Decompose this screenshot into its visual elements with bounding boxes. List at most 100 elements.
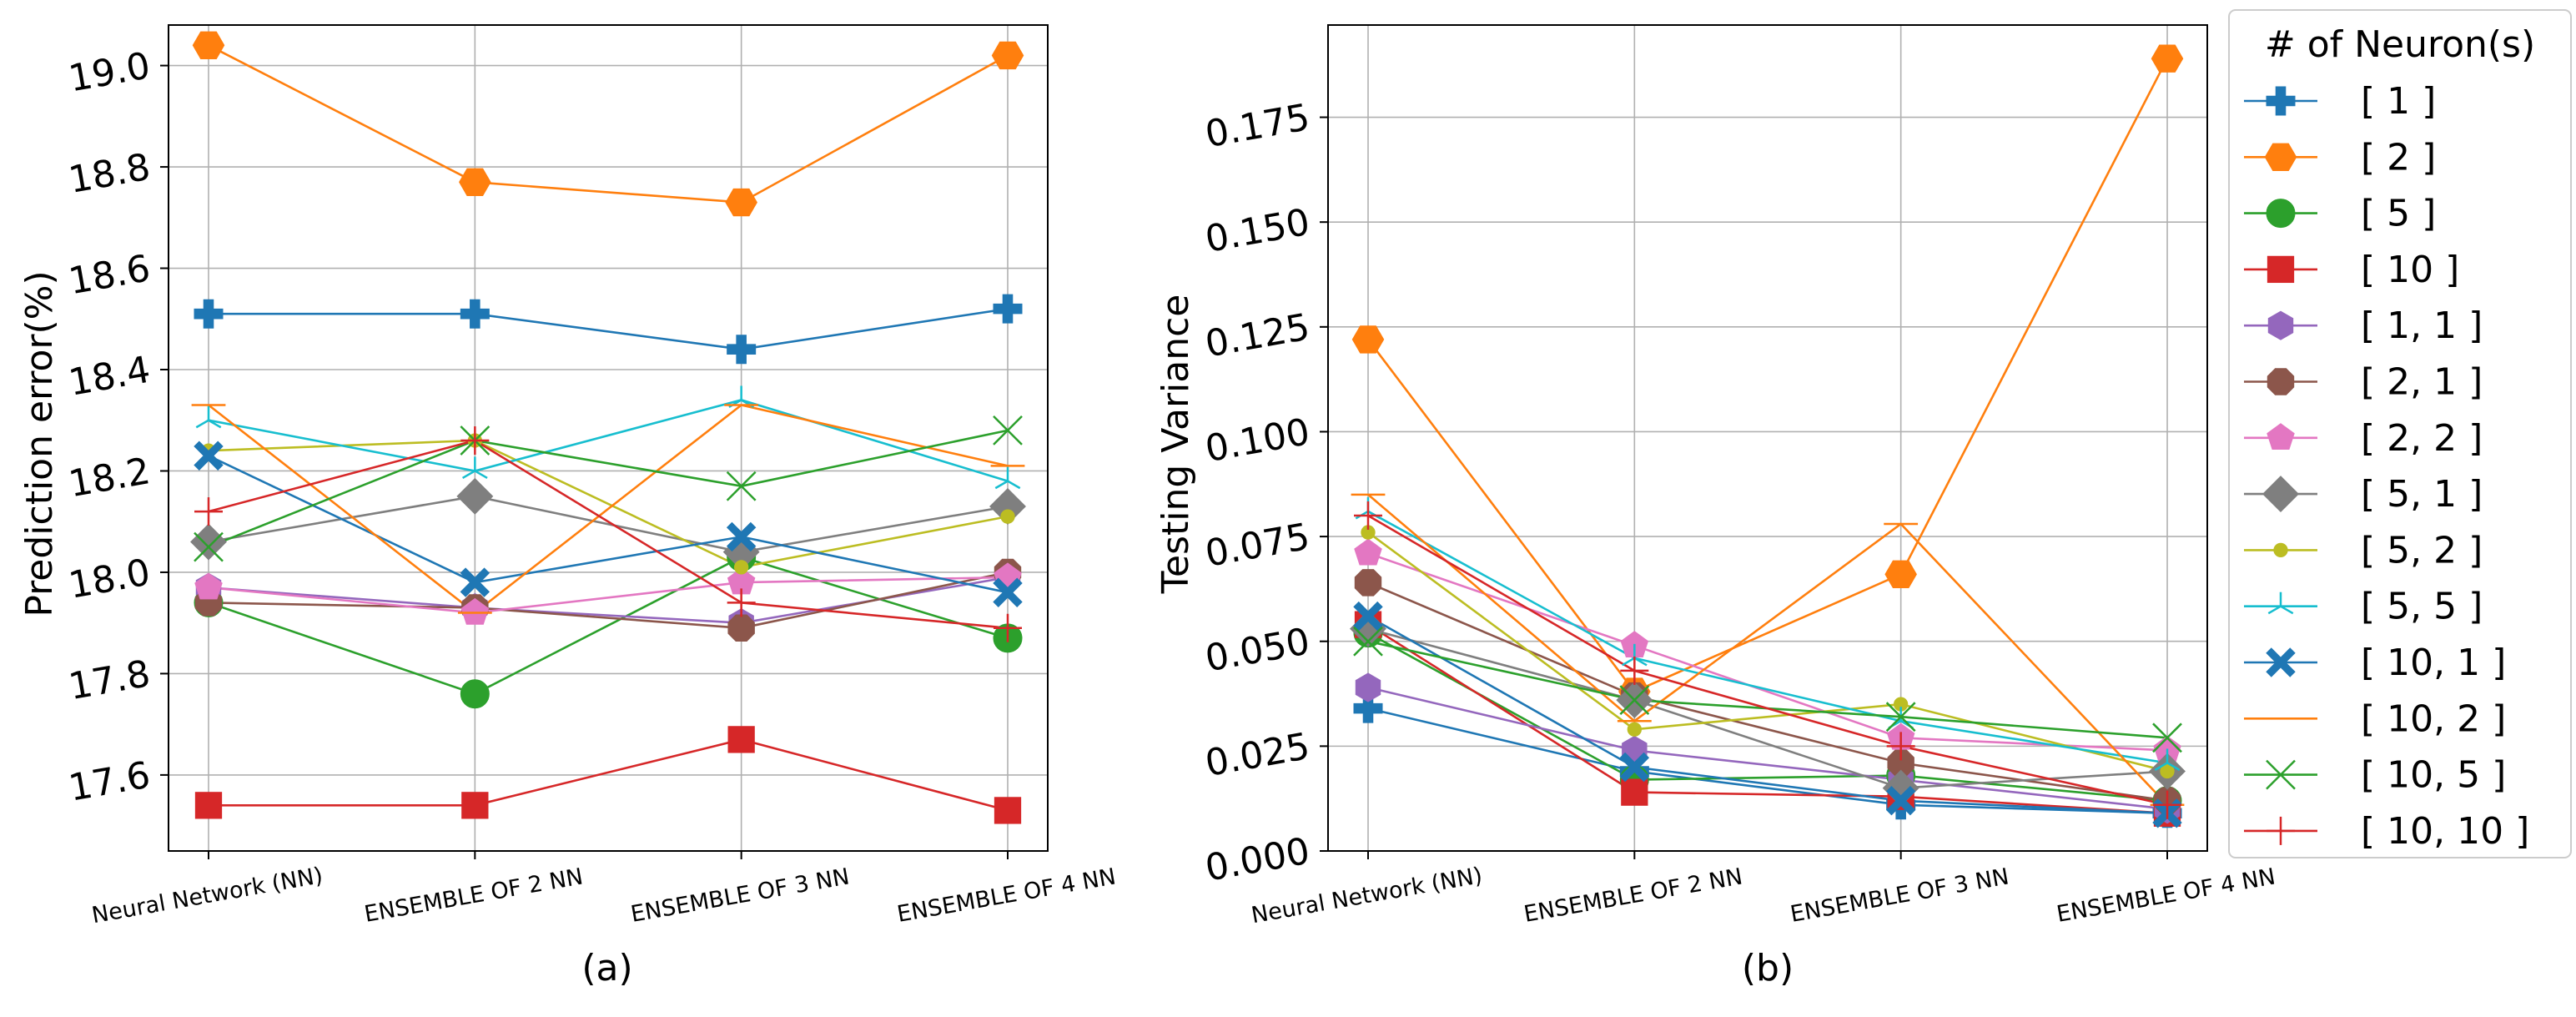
legend-item: [ 5, 5 ] (2244, 586, 2483, 628)
series-line (208, 439, 1009, 630)
legend-item: [ 5 ] (2244, 193, 2436, 235)
data-point (1000, 509, 1015, 524)
data-point (994, 466, 1021, 490)
legend-marker (2267, 255, 2295, 284)
data-point (2154, 748, 2181, 772)
data-point (726, 521, 757, 552)
legend-item: [ 1 ] (2244, 80, 2436, 123)
legend-label: [ 10, 5 ] (2361, 754, 2506, 797)
data-point (1621, 643, 1648, 667)
legend-marker (2266, 759, 2296, 790)
series-line (1367, 551, 2168, 752)
data-point (2152, 722, 2182, 753)
series-line (208, 455, 1009, 594)
legend-label: [ 2 ] (2361, 136, 2436, 179)
data-point (460, 679, 490, 709)
panel-b-grid (1328, 25, 2207, 852)
data-point (1619, 752, 1650, 783)
legend-marker (2266, 86, 2296, 116)
data-point (1353, 693, 1383, 723)
series-line (209, 307, 1009, 351)
series-line (208, 404, 1009, 615)
data-point (1621, 778, 1648, 806)
data-point (1354, 569, 1382, 597)
data-point (460, 567, 491, 597)
legend-marker (2266, 647, 2296, 677)
data-point (2160, 763, 2175, 779)
series-line (1367, 707, 2168, 815)
series-line (1367, 686, 2168, 810)
series-line (208, 576, 1009, 614)
data-point (989, 488, 1026, 525)
panel-a-series (190, 31, 1026, 824)
data-point (194, 531, 224, 562)
legend-item: [ 1, 1 ] (2244, 305, 2483, 347)
legend-label: [ 5, 5 ] (2361, 586, 2483, 628)
data-point (1355, 672, 1381, 702)
panel-a-subplot-label: (a) (581, 947, 632, 989)
panel-b-subplot-label: (b) (1742, 947, 1794, 989)
data-point (1354, 538, 1382, 566)
legend-item: [ 10, 5 ] (2244, 754, 2506, 797)
data-point (994, 613, 1022, 642)
data-point (1353, 601, 1383, 632)
series-line (209, 738, 1009, 812)
panel-a-y-axis-label: Prediction error(%) (18, 270, 61, 617)
series-line (208, 429, 1009, 548)
data-point (1884, 560, 1917, 589)
data-point (2153, 790, 2181, 819)
series-line (208, 44, 1009, 204)
data-point (194, 572, 223, 600)
data-point (1886, 732, 1915, 761)
series-line (1367, 531, 2168, 773)
series-line (1367, 510, 2168, 764)
legend-marker (2267, 368, 2295, 395)
legend-label: [ 2, 2 ] (2361, 417, 2483, 460)
data-point (727, 614, 755, 642)
data-point (727, 726, 755, 753)
panel-a-frame (168, 24, 1049, 852)
data-point (993, 294, 1023, 324)
legend-marker (2262, 476, 2299, 513)
legend-marker (2267, 592, 2294, 615)
legend-label: [ 5, 1 ] (2361, 473, 2483, 516)
legend-item: [ 10, 2 ] (2244, 697, 2506, 740)
data-point (1354, 501, 1382, 530)
data-point (725, 188, 757, 217)
data-point (194, 497, 223, 526)
data-point (194, 299, 224, 329)
legend-item: [ 5, 2 ] (2244, 529, 2483, 571)
legend-item: [ 2 ] (2244, 136, 2436, 179)
legend-label: [ 1, 1 ] (2361, 305, 2483, 347)
series-line (1367, 627, 2168, 789)
data-point (993, 415, 1023, 446)
data-point (994, 797, 1022, 824)
data-point (1620, 656, 1649, 685)
data-point (460, 597, 490, 625)
series-line (208, 571, 1009, 630)
series-line (208, 399, 1009, 482)
legend-marker (2266, 199, 2296, 229)
series-line (208, 556, 1009, 696)
panel-b-y-axis-label: Testing Variance (1155, 295, 1197, 595)
data-point (1885, 702, 1916, 733)
data-point (1627, 722, 1642, 737)
legend: # of Neuron(s) [ 1 ] [ 2 ] [ 5 ] [ 10 ] [ 1,… (2228, 9, 2572, 858)
data-point (461, 456, 488, 480)
legend-item: [ 2, 2 ] (2244, 417, 2483, 460)
panel-b-series (1350, 44, 2186, 828)
data-point (993, 577, 1023, 607)
data-point (1351, 325, 1385, 354)
legend-item: [ 10, 1 ] (2244, 642, 2506, 684)
data-point (195, 405, 222, 429)
data-point (1885, 785, 1916, 816)
data-point (1353, 626, 1383, 657)
legend-item: [ 10 ] (2244, 249, 2459, 291)
legend-label: [ 10, 2 ] (2361, 697, 2506, 740)
legend-label: [ 10 ] (2361, 249, 2459, 291)
series-line (1367, 493, 2168, 806)
data-point (727, 588, 756, 617)
legend-marker (2267, 423, 2295, 451)
